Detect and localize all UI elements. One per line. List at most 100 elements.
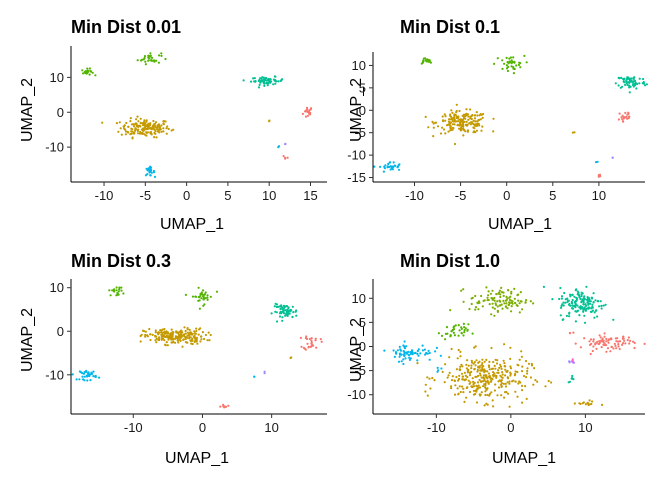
data-point	[615, 347, 618, 350]
data-point	[281, 306, 284, 309]
data-point	[258, 78, 261, 82]
data-point	[481, 305, 484, 308]
data-point	[427, 60, 430, 63]
data-point	[633, 83, 636, 86]
data-point	[525, 299, 528, 302]
data-point	[601, 337, 604, 340]
data-point	[411, 349, 414, 352]
data-point	[177, 341, 180, 344]
data-point	[310, 342, 313, 345]
data-point	[119, 127, 122, 130]
data-point	[470, 302, 473, 306]
data-point	[152, 169, 155, 173]
data-point	[496, 57, 499, 60]
data-point	[534, 379, 537, 382]
data-point	[470, 364, 473, 367]
data-point	[143, 122, 146, 126]
data-point	[466, 375, 469, 379]
data-point	[478, 124, 481, 127]
data-point	[467, 364, 470, 367]
data-point	[82, 72, 85, 75]
data-point	[521, 365, 524, 368]
data-point	[444, 338, 447, 341]
data-point	[475, 111, 478, 114]
data-point	[253, 80, 256, 83]
data-point	[579, 297, 582, 300]
data-point	[175, 336, 178, 339]
data-point	[488, 303, 491, 306]
data-point	[145, 134, 148, 137]
data-point	[524, 301, 527, 304]
data-point	[453, 113, 456, 116]
data-point	[424, 390, 427, 393]
data-point	[455, 368, 458, 371]
data-point	[638, 77, 641, 80]
data-point	[408, 356, 411, 359]
data-point	[453, 142, 457, 146]
data-point	[259, 80, 262, 83]
data-point	[457, 348, 460, 352]
data-point	[150, 56, 154, 60]
data-point	[451, 128, 454, 131]
data-point	[447, 123, 450, 126]
data-point	[434, 350, 437, 353]
data-point	[496, 394, 499, 397]
data-point	[443, 381, 446, 384]
data-point	[558, 297, 561, 301]
data-point	[602, 304, 605, 307]
data-point	[202, 289, 205, 292]
y-tick-label: 10	[50, 280, 64, 295]
data-point	[505, 391, 508, 394]
data-point	[441, 119, 445, 122]
data-point	[479, 118, 482, 121]
data-point	[83, 70, 86, 73]
data-point	[609, 350, 612, 353]
data-point	[281, 316, 284, 319]
data-point	[517, 293, 520, 296]
data-point	[509, 371, 512, 374]
data-point	[289, 356, 292, 360]
data-point	[625, 78, 629, 81]
data-point	[267, 82, 270, 85]
data-point	[187, 334, 190, 337]
data-point	[265, 82, 268, 85]
data-point	[524, 359, 528, 363]
data-point	[460, 331, 463, 335]
data-point	[574, 342, 577, 345]
data-point	[144, 60, 147, 63]
data-point	[592, 345, 595, 348]
data-point	[626, 117, 629, 120]
data-point	[222, 405, 225, 408]
data-point	[197, 286, 200, 289]
data-point	[476, 120, 479, 123]
data-point	[197, 333, 200, 336]
data-point	[457, 379, 460, 382]
data-point	[285, 310, 288, 313]
data-point	[392, 161, 395, 164]
data-point	[282, 155, 285, 158]
data-point	[473, 361, 476, 364]
data-point	[458, 109, 461, 113]
data-point	[560, 304, 563, 308]
data-point	[473, 346, 476, 349]
data-point	[481, 362, 484, 365]
data-point	[585, 307, 588, 310]
data-point	[270, 312, 273, 315]
data-point	[514, 372, 517, 376]
data-point	[470, 121, 473, 124]
data-point	[143, 119, 146, 122]
data-point	[171, 337, 174, 340]
data-point	[405, 351, 408, 354]
data-point	[628, 85, 632, 88]
data-point	[499, 365, 503, 368]
data-point	[439, 354, 442, 357]
data-point	[206, 294, 209, 297]
data-point	[583, 306, 586, 309]
data-point	[480, 294, 483, 298]
data-point	[482, 376, 485, 379]
data-point	[467, 115, 470, 118]
data-point	[519, 291, 522, 294]
data-point	[497, 369, 500, 372]
data-point	[582, 401, 585, 404]
data-point	[398, 355, 401, 358]
